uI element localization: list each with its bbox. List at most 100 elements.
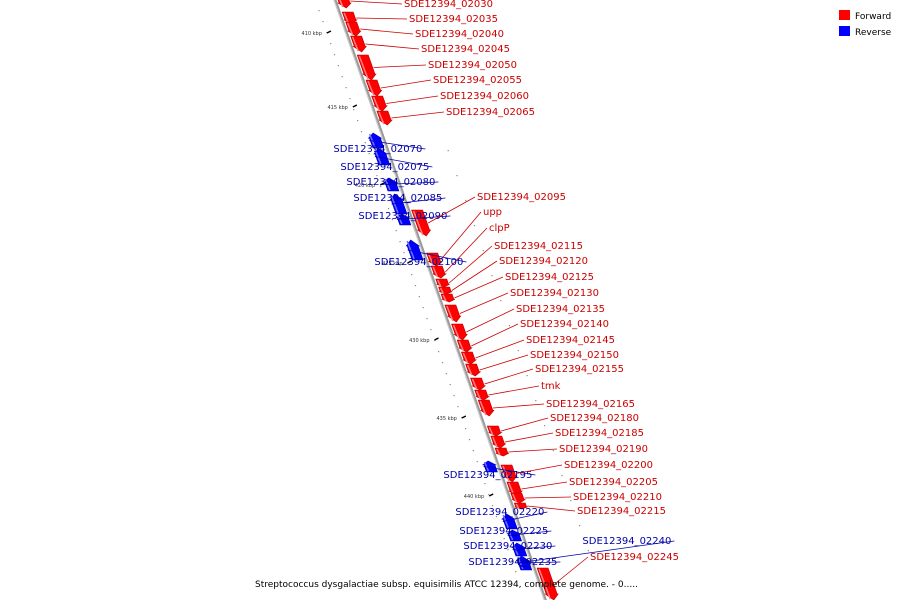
gene-arrow-sde12394_02210[interactable] (510, 492, 527, 504)
gene-arrow-sde12394_02155[interactable] (470, 377, 487, 391)
scale-dot (353, 109, 355, 111)
gene-arrow-sde12394_02120[interactable] (438, 286, 453, 295)
gene-label[interactable]: SDE12394_02215 (577, 506, 666, 517)
gene-label[interactable]: SDE12394_02245 (590, 552, 679, 563)
scale-dot (395, 230, 397, 232)
gene-arrow-sde12394_02060[interactable] (371, 95, 388, 112)
scale-dot (399, 241, 401, 243)
tick-mark (379, 182, 385, 186)
gene-label[interactable]: SDE12394_02055 (433, 75, 522, 86)
gene-arrow-sde12394_02220[interactable] (501, 513, 518, 530)
scale-dot (570, 500, 572, 502)
gene-arrow-sde12394_02055[interactable] (365, 79, 383, 97)
gene-label[interactable]: SDE12394_02180 (550, 413, 639, 424)
gene-arrow-sde12394_02245[interactable] (536, 567, 559, 600)
gene-label[interactable]: SDE12394_02195 (443, 470, 532, 481)
gene-arrow-sde12394_02065[interactable] (376, 110, 393, 126)
gene-arrow-sde12394_02040[interactable] (345, 21, 362, 37)
gene-label[interactable]: SDE12394_02200 (564, 460, 653, 471)
gene-label[interactable]: SDE12394_02135 (516, 304, 605, 315)
gene-arrow-sde12394_02100[interactable] (405, 239, 424, 261)
gene-arrow-tmk[interactable] (474, 389, 490, 401)
gene-label[interactable]: SDE12394_02070 (333, 144, 422, 155)
gene-label[interactable]: clpP (489, 223, 510, 234)
gene-label[interactable]: SDE12394_02115 (494, 241, 583, 252)
scale-dot (517, 350, 519, 352)
gene-label[interactable]: SDE12394_02240 (582, 536, 671, 547)
tick-label: 440 kbp (464, 494, 484, 500)
gene-label[interactable]: SDE12394_02065 (446, 107, 535, 118)
gene-label[interactable]: SDE12394_02080 (346, 177, 435, 188)
gene-label[interactable]: SDE12394_02225 (459, 526, 548, 537)
gene-leader-line (502, 511, 548, 522)
gene-label[interactable]: SDE12394_02145 (526, 335, 615, 346)
gene-arrow-sde12394_02145[interactable] (460, 351, 477, 365)
gene-label[interactable]: SDE12394_02130 (510, 288, 599, 299)
genome-backbone (333, 0, 547, 600)
scale-dot (407, 263, 409, 265)
gene-arrow-sde12394_02185[interactable] (490, 435, 507, 449)
gene-label[interactable]: SDE12394_02045 (421, 44, 510, 55)
gene-label[interactable]: SDE12394_02185 (555, 428, 644, 439)
gene-arrow-sde12394_02200[interactable] (500, 464, 518, 483)
gene-label[interactable]: SDE12394_02095 (477, 192, 566, 203)
gene-arrow-highlight (374, 148, 382, 165)
scale-dot (476, 461, 478, 463)
gene-arrow-sde12394_02125[interactable] (440, 293, 456, 303)
gene-label[interactable]: SDE12394_02140 (520, 319, 609, 330)
scale-dot (391, 219, 393, 221)
gene-arrow-highlight (466, 364, 473, 376)
gene-arrow-sde12394_02165[interactable] (477, 399, 495, 417)
gene-label[interactable]: SDE12394_02075 (340, 162, 429, 173)
tick-mark (352, 104, 358, 108)
scale-dot (472, 450, 474, 452)
gene-label[interactable]: SDE12394_02230 (463, 541, 552, 552)
gene-label[interactable]: SDE12394_02165 (546, 399, 635, 410)
gene-arrow-sde12394_02095[interactable] (411, 209, 432, 237)
gene-arrow-sde12394_02180[interactable] (486, 425, 503, 437)
scale-dot (384, 197, 386, 199)
gene-arrow-sde12394_02115[interactable] (435, 278, 450, 288)
scale-dot (418, 296, 420, 298)
gene-label[interactable]: SDE12394_02050 (428, 60, 517, 71)
gene-label[interactable]: SDE12394_02060 (440, 91, 529, 102)
gene-label[interactable]: tmk (541, 381, 561, 392)
gene-arrow-sde12394_02190[interactable] (494, 447, 509, 457)
gene-label[interactable]: SDE12394_02030 (404, 0, 493, 10)
gene-labels[interactable]: SDE12394_02030 SDE12394_02035 SDE12394_020… (333, 0, 679, 585)
gene-label[interactable]: SDE12394_02205 (569, 477, 658, 488)
gene-label[interactable]: SDE12394_02220 (455, 507, 544, 518)
gene-leader-line (445, 227, 488, 273)
gene-label[interactable]: upp (483, 207, 502, 218)
scale-dot (372, 164, 374, 166)
gene-label[interactable]: SDE12394_02150 (530, 350, 619, 361)
gene-label[interactable]: SDE12394_02035 (409, 14, 498, 25)
gene-arrow-sde12394_02140[interactable] (456, 339, 473, 353)
scale-dot (508, 325, 511, 327)
gene-arrow-highlight (442, 294, 447, 302)
scale-dot (341, 76, 343, 78)
gene-arrow-highlight (347, 22, 354, 36)
gene-arrow-sde12394_02050[interactable] (356, 54, 377, 81)
gene-arrow-clpp[interactable] (430, 265, 447, 279)
gene-label[interactable]: SDE12394_02235 (468, 557, 557, 568)
gene-arrow-sde12394_02150[interactable] (465, 363, 482, 377)
gene-leader-line (475, 339, 525, 359)
gene-label[interactable]: SDE12394_02210 (573, 492, 662, 503)
gene-label[interactable]: SDE12394_02085 (353, 193, 442, 204)
gene-arrow-highlight (496, 448, 501, 456)
gene-label[interactable]: SDE12394_02120 (499, 256, 588, 267)
gene-label[interactable]: SDE12394_02155 (535, 364, 624, 375)
gene-label[interactable]: SDE12394_02100 (374, 257, 463, 268)
gene-label[interactable]: SDE12394_02090 (358, 211, 447, 222)
gene-arrow-sde12394_02130[interactable] (444, 304, 462, 323)
gene-arrow-sde12394_02215[interactable] (513, 502, 528, 510)
gene-arrow-sde12394_02075[interactable] (373, 147, 391, 166)
gene-label[interactable]: SDE12394_02040 (415, 29, 504, 40)
gene-label[interactable]: SDE12394_02125 (505, 272, 594, 283)
gene-arrow-sde12394_02030[interactable] (336, 0, 352, 9)
gene-arrow-sde12394_02195[interactable] (482, 460, 498, 473)
gene-arrow-sde12394_02135[interactable] (451, 323, 468, 341)
gene-label[interactable]: SDE12394_02190 (559, 444, 648, 455)
gene-arrow-sde12394_02045[interactable] (350, 35, 367, 53)
